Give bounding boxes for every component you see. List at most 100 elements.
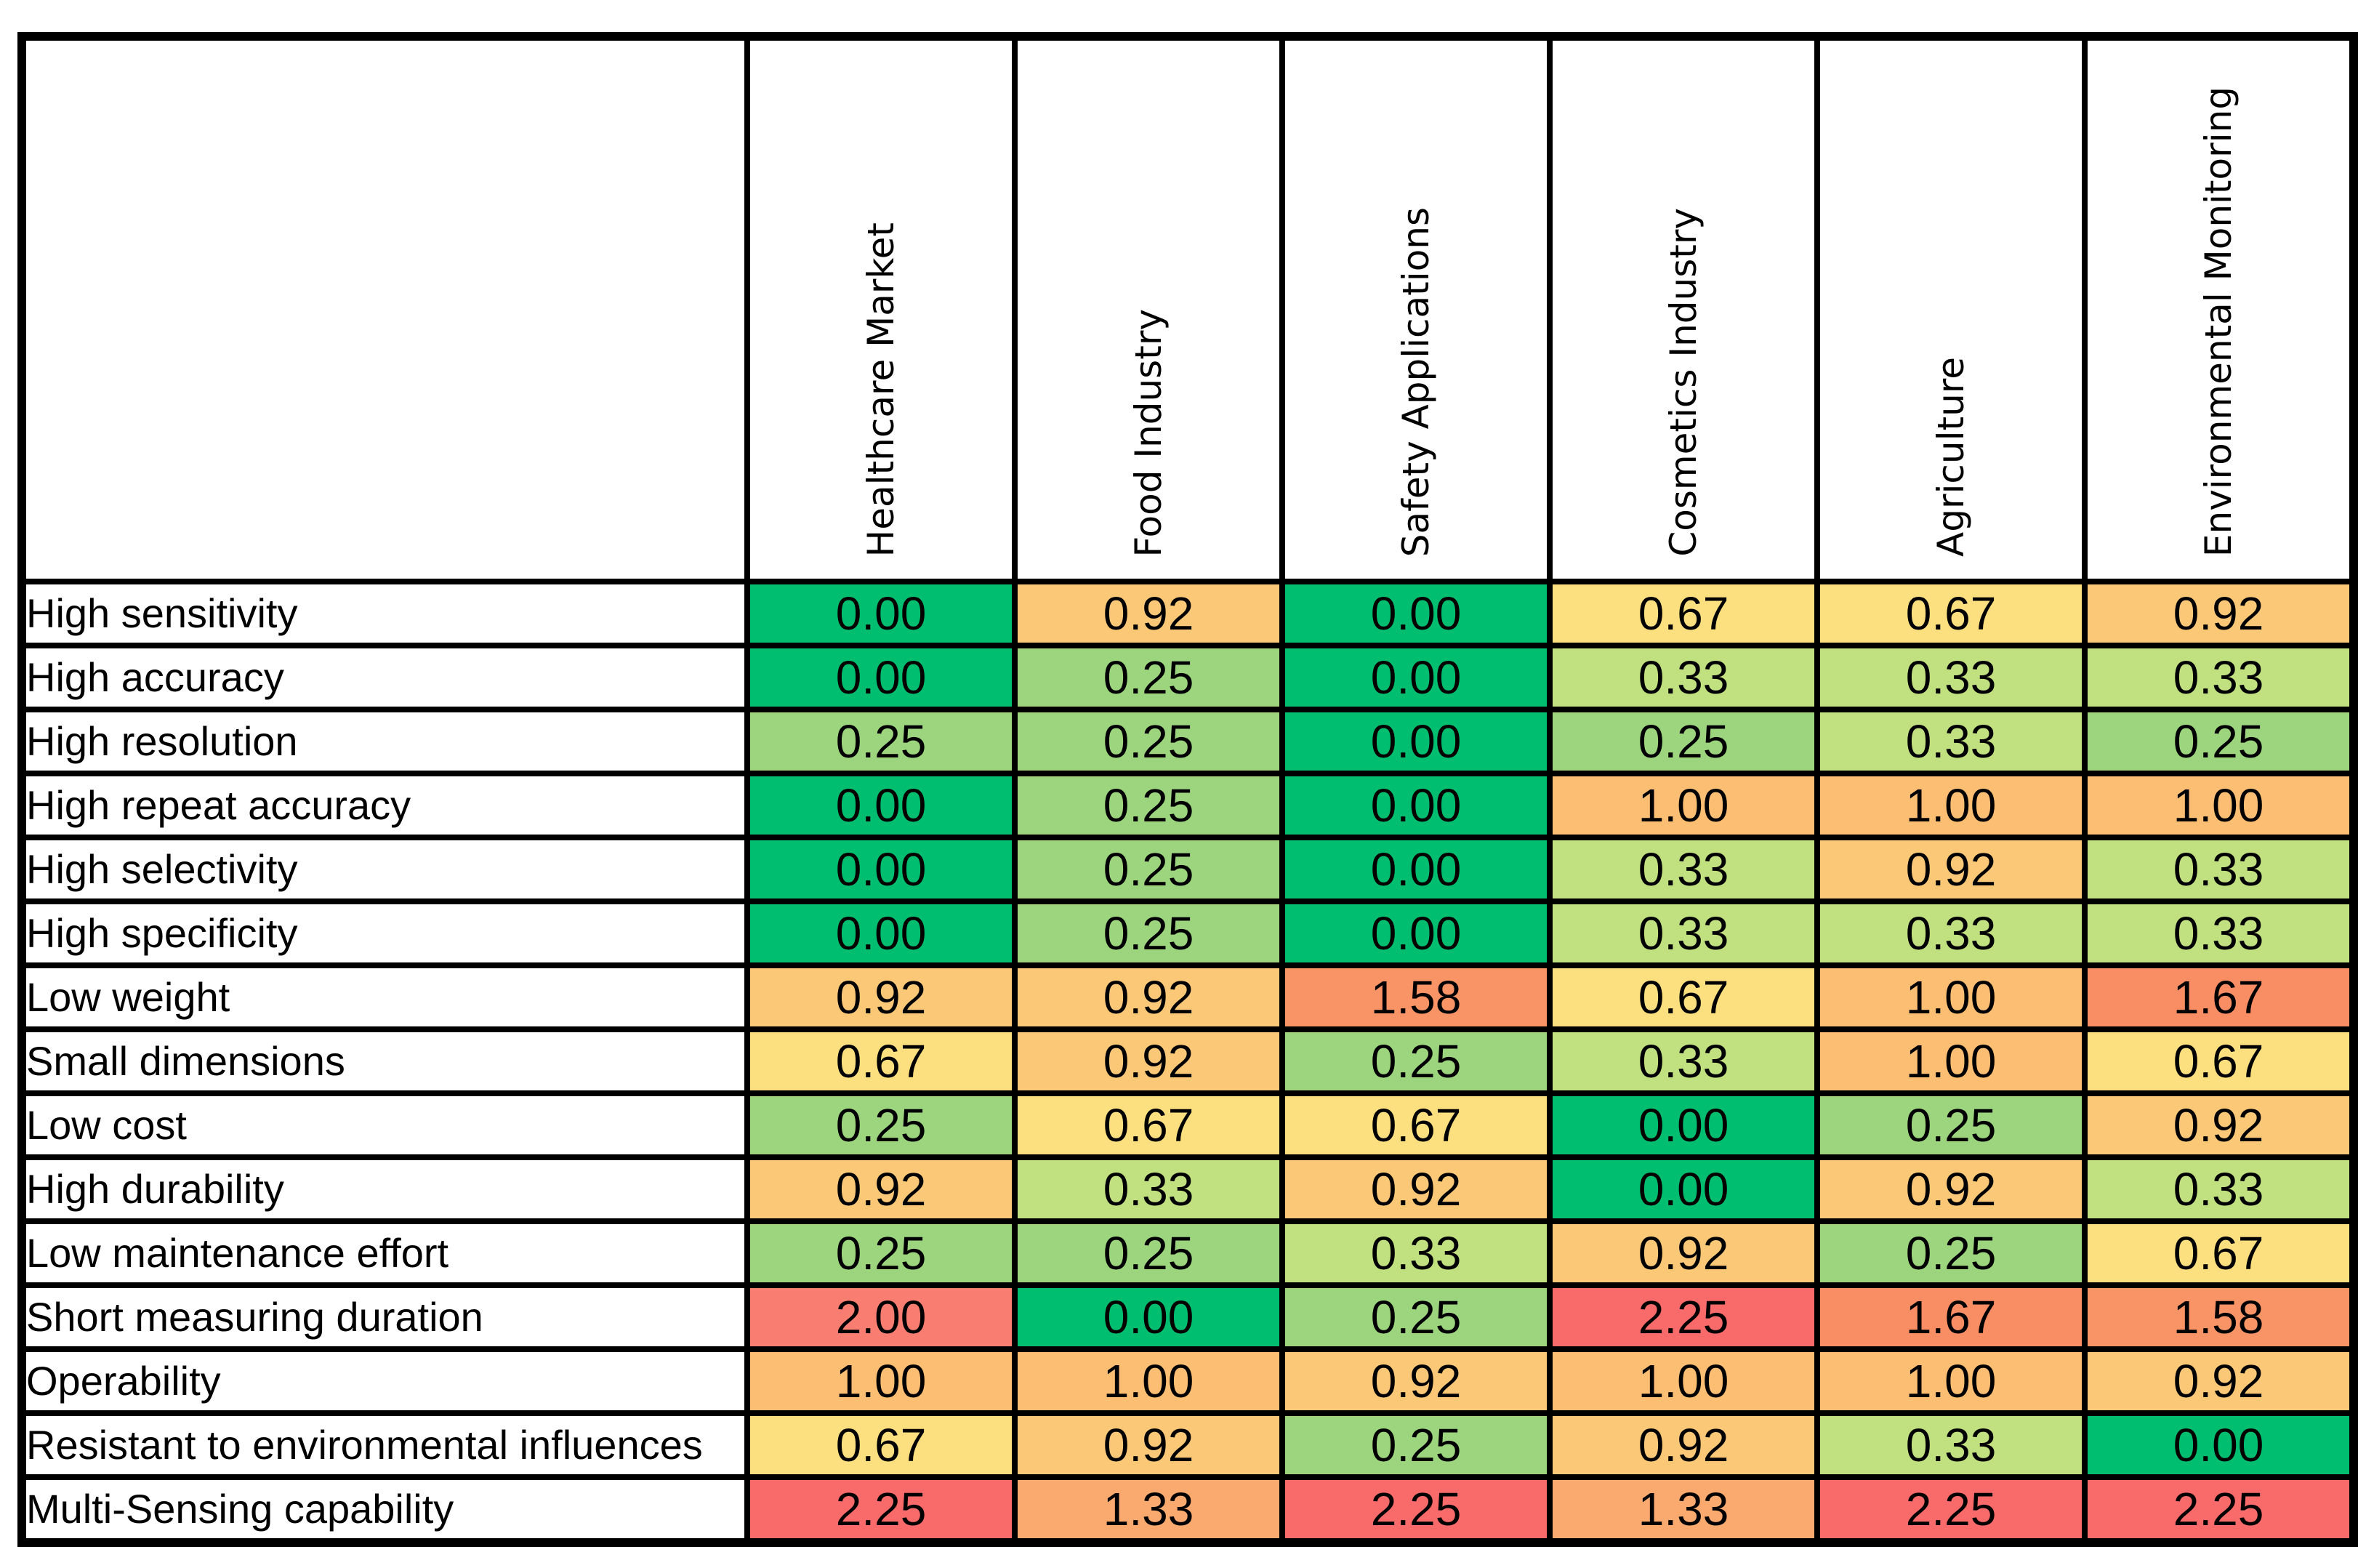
value-cell: 1.00 xyxy=(1814,1346,2088,1416)
value-cell: 0.25 xyxy=(1012,1218,1285,1288)
value-cell: 0.33 xyxy=(1279,1218,1553,1288)
value-cell: 0.92 xyxy=(1547,1410,1820,1480)
value-cell: 0.67 xyxy=(1547,579,1820,648)
value-cell: 0.92 xyxy=(1279,1154,1553,1224)
value-cell: 0.25 xyxy=(744,707,1018,776)
corner-cell xyxy=(19,33,750,584)
value-cell: 0.67 xyxy=(1547,962,1820,1032)
row-label: Low weight xyxy=(19,962,750,1032)
row-label: High resolution xyxy=(19,707,750,776)
value-cell: 0.00 xyxy=(744,898,1018,968)
value-cell: 0.67 xyxy=(1012,1090,1285,1160)
value-cell: 0.33 xyxy=(1012,1154,1285,1224)
column-header-label: Healthcare Market xyxy=(860,222,902,557)
value-cell: 0.25 xyxy=(1279,1282,1553,1352)
value-cell: 0.33 xyxy=(1814,707,2088,776)
value-cell: 0.92 xyxy=(1012,1026,1285,1096)
value-cell: 0.33 xyxy=(1547,643,1820,712)
row-label: Operability xyxy=(19,1346,750,1416)
table-row: Resistant to environmental influences 0.6… xyxy=(19,1410,2357,1480)
value-cell: 1.00 xyxy=(1547,1346,1820,1416)
value-cell: 0.92 xyxy=(2082,579,2357,648)
row-label: Low cost xyxy=(19,1090,750,1160)
value-cell: 0.25 xyxy=(2082,707,2357,776)
row-label: Small dimensions xyxy=(19,1026,750,1096)
value-cell: 0.92 xyxy=(1814,835,2088,904)
value-cell: 0.33 xyxy=(1814,1410,2088,1480)
value-cell: 0.67 xyxy=(744,1410,1018,1480)
table-row: High sensitivity 0.00 0.92 0.00 0.67 0.67 0.92 xyxy=(19,579,2357,648)
value-cell: 0.92 xyxy=(1012,1410,1285,1480)
table-row: High resolution 0.25 0.25 0.00 0.25 0.33 0.25 xyxy=(19,707,2357,776)
value-cell: 0.25 xyxy=(744,1090,1018,1160)
value-cell: 1.58 xyxy=(2082,1282,2357,1352)
table-row: High selectivity 0.00 0.25 0.00 0.33 0.92 0.33 xyxy=(19,835,2357,904)
row-label: High specificity xyxy=(19,898,750,968)
value-cell: 0.92 xyxy=(744,962,1018,1032)
value-cell: 1.67 xyxy=(2082,962,2357,1032)
row-label: Short measuring duration xyxy=(19,1282,750,1352)
value-cell: 0.25 xyxy=(1012,771,1285,840)
value-cell: 0.33 xyxy=(2082,643,2357,712)
value-cell: 0.00 xyxy=(744,835,1018,904)
value-cell: 0.92 xyxy=(1279,1346,1553,1416)
value-cell: 0.00 xyxy=(1279,707,1553,776)
value-cell: 0.25 xyxy=(1012,707,1285,776)
row-label: High selectivity xyxy=(19,835,750,904)
value-cell: 1.00 xyxy=(744,1346,1018,1416)
value-cell: 0.92 xyxy=(1814,1154,2088,1224)
value-cell: 1.33 xyxy=(1547,1474,1820,1545)
column-header-label: Agriculture xyxy=(1930,357,1972,557)
column-header-label: Food Industry xyxy=(1127,308,1170,557)
value-cell: 0.67 xyxy=(1814,579,2088,648)
value-cell: 0.33 xyxy=(2082,835,2357,904)
row-label: High repeat accuracy xyxy=(19,771,750,840)
value-cell: 0.33 xyxy=(1814,643,2088,712)
value-cell: 0.00 xyxy=(2082,1410,2357,1480)
value-cell: 0.92 xyxy=(2082,1090,2357,1160)
value-cell: 0.00 xyxy=(1279,835,1553,904)
value-cell: 0.92 xyxy=(2082,1346,2357,1416)
value-cell: 0.00 xyxy=(1279,771,1553,840)
value-cell: 0.92 xyxy=(1012,962,1285,1032)
value-cell: 0.67 xyxy=(2082,1026,2357,1096)
value-cell: 0.25 xyxy=(744,1218,1018,1288)
value-cell: 0.25 xyxy=(1547,707,1820,776)
value-cell: 0.33 xyxy=(1547,1026,1820,1096)
column-header-1: Food Industry xyxy=(1012,33,1285,584)
row-label: Low maintenance effort xyxy=(19,1218,750,1288)
column-header-0: Healthcare Market xyxy=(744,33,1018,584)
value-cell: 2.25 xyxy=(1547,1282,1820,1352)
value-cell: 0.00 xyxy=(744,643,1018,712)
table-row: Low weight 0.92 0.92 1.58 0.67 1.00 1.67 xyxy=(19,962,2357,1032)
value-cell: 2.25 xyxy=(2082,1474,2357,1545)
value-cell: 0.25 xyxy=(1814,1218,2088,1288)
value-cell: 0.25 xyxy=(1279,1410,1553,1480)
value-cell: 2.25 xyxy=(1814,1474,2088,1545)
value-cell: 0.33 xyxy=(1547,835,1820,904)
table-row: High accuracy 0.00 0.25 0.00 0.33 0.33 0.33 xyxy=(19,643,2357,712)
table-row: High repeat accuracy 0.00 0.25 0.00 1.00 1.00… xyxy=(19,771,2357,840)
value-cell: 0.33 xyxy=(2082,898,2357,968)
value-cell: 0.33 xyxy=(1547,898,1820,968)
value-cell: 1.00 xyxy=(1012,1346,1285,1416)
value-cell: 2.25 xyxy=(744,1474,1018,1545)
value-cell: 0.00 xyxy=(744,579,1018,648)
value-cell: 0.00 xyxy=(1547,1090,1820,1160)
value-cell: 1.00 xyxy=(1814,771,2088,840)
value-cell: 2.25 xyxy=(1279,1474,1553,1545)
value-cell: 0.67 xyxy=(1279,1090,1553,1160)
value-cell: 0.92 xyxy=(1012,579,1285,648)
column-header-2: Safety Applications xyxy=(1279,33,1553,584)
table-header: Healthcare Market Food Industry Safety App… xyxy=(19,33,2357,584)
row-label: Multi-Sensing capability xyxy=(19,1474,750,1545)
row-label: Resistant to environmental influences xyxy=(19,1410,750,1480)
value-cell: 1.33 xyxy=(1012,1474,1285,1545)
column-header-label: Cosmetics Industry xyxy=(1662,208,1705,557)
value-cell: 0.00 xyxy=(1279,579,1553,648)
value-cell: 0.25 xyxy=(1012,643,1285,712)
value-cell: 1.58 xyxy=(1279,962,1553,1032)
value-cell: 0.33 xyxy=(2082,1154,2357,1224)
heatmap-table: Healthcare Market Food Industry Safety App… xyxy=(17,32,2358,1547)
header-row: Healthcare Market Food Industry Safety App… xyxy=(19,33,2357,584)
